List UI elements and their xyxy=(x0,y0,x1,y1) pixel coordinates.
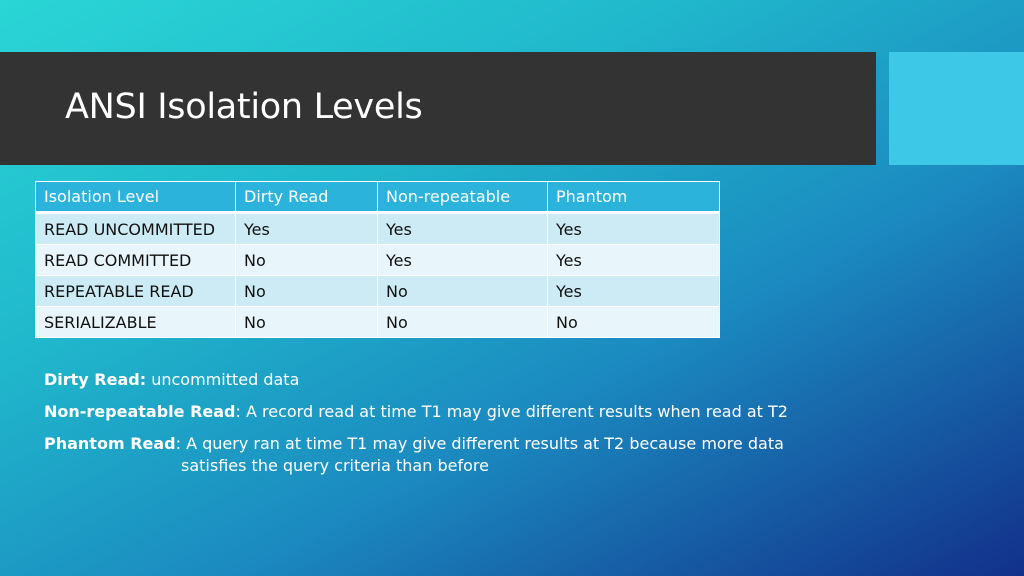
cell-non-repeatable: No xyxy=(377,306,548,338)
definition-term: Phantom Read xyxy=(44,434,176,453)
header-phantom: Phantom xyxy=(547,181,720,214)
cell-isolation-level: SERIALIZABLE xyxy=(35,306,236,338)
cell-non-repeatable: No xyxy=(377,275,548,307)
cell-phantom: Yes xyxy=(547,212,720,245)
cell-non-repeatable: Yes xyxy=(377,212,548,245)
cell-isolation-level: READ UNCOMMITTED xyxy=(35,212,236,245)
definition-phantom-read: Phantom Read: A query ran at time T1 may… xyxy=(44,432,1004,478)
table-row: REPEATABLE READ No No Yes xyxy=(35,275,720,307)
table-row: READ UNCOMMITTED Yes Yes Yes xyxy=(35,212,720,245)
cell-dirty-read: No xyxy=(235,244,378,276)
header-non-repeatable: Non-repeatable xyxy=(377,181,548,214)
header-isolation-level: Isolation Level xyxy=(35,181,236,214)
isolation-levels-table: Isolation Level Dirty Read Non-repeatabl… xyxy=(35,181,720,338)
definition-dirty-read: Dirty Read: uncommitted data xyxy=(44,368,1004,392)
slide-title: ANSI Isolation Levels xyxy=(65,87,423,127)
cell-dirty-read: No xyxy=(235,306,378,338)
cell-phantom: Yes xyxy=(547,275,720,307)
table-header-row: Isolation Level Dirty Read Non-repeatabl… xyxy=(35,181,720,214)
cell-isolation-level: REPEATABLE READ xyxy=(35,275,236,307)
definition-text: uncommitted data xyxy=(146,370,300,389)
cell-phantom: Yes xyxy=(547,244,720,276)
table-row: SERIALIZABLE No No No xyxy=(35,306,720,338)
header-dirty-read: Dirty Read xyxy=(235,181,378,214)
definition-text: : A query ran at time T1 may give differ… xyxy=(175,434,784,453)
definition-term: Non-repeatable Read xyxy=(44,402,236,421)
table-row: READ COMMITTED No Yes Yes xyxy=(35,244,720,276)
cell-isolation-level: READ COMMITTED xyxy=(35,244,236,276)
definitions: Dirty Read: uncommitted data Non-repeata… xyxy=(44,368,1004,486)
accent-square xyxy=(889,52,1024,165)
cell-non-repeatable: Yes xyxy=(377,244,548,276)
definition-text: : A record read at time T1 may give diff… xyxy=(235,402,788,421)
cell-dirty-read: Yes xyxy=(235,212,378,245)
cell-phantom: No xyxy=(547,306,720,338)
cell-dirty-read: No xyxy=(235,275,378,307)
definition-continuation: satisfies the query criteria than before xyxy=(181,456,489,475)
definition-term: Dirty Read: xyxy=(44,370,147,389)
title-bar xyxy=(0,52,876,165)
definition-non-repeatable-read: Non-repeatable Read: A record read at ti… xyxy=(44,400,1004,424)
